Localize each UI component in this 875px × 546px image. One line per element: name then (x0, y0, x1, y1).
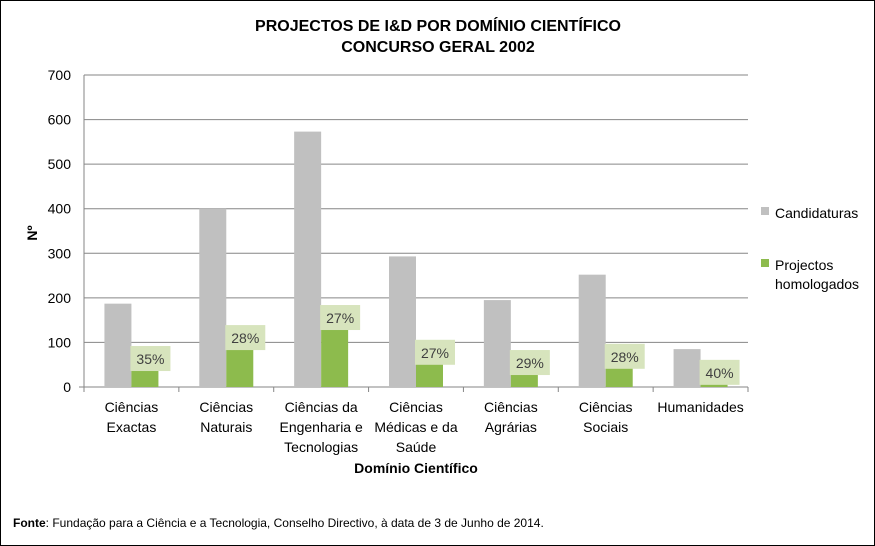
y-tick-label: 200 (48, 290, 72, 306)
y-axis-title: Nº (24, 225, 40, 240)
annotation-box (320, 305, 361, 331)
y-tick-label: 0 (63, 379, 71, 395)
annotation-label: 35% (136, 351, 164, 367)
x-tick-label: Ciências da Engenharia e Tecnologias (279, 399, 363, 455)
annotation-label: 29% (516, 355, 544, 371)
y-tick-label: 300 (48, 245, 72, 261)
y-tick-label: 100 (48, 334, 72, 350)
bar-candidaturas (389, 256, 416, 387)
bar-candidaturas (483, 300, 511, 387)
bar-candidaturas (294, 131, 322, 387)
annotation-box (130, 346, 171, 372)
source-label: Fonte (13, 516, 46, 530)
x-tick-label: Ciências Exactas (105, 399, 159, 435)
source-note: Fonte: Fundação para a Ciência e a Tecno… (13, 516, 544, 530)
annotation-box (604, 343, 645, 369)
bar-chart: PROJECTOS DE I&D POR DOMÍNIO CIENTÍFICO C… (24, 16, 859, 476)
x-tick-label: Ciências Naturais (199, 399, 253, 435)
source-text: : Fundação para a Ciência e a Tecnologia… (45, 516, 544, 530)
x-tick-label: Ciências Agrárias (484, 399, 538, 435)
annotation-label: 27% (326, 310, 354, 326)
bar-candidaturas (578, 274, 606, 387)
legend-label: Candidaturas (775, 205, 858, 221)
annotation-box (699, 359, 740, 385)
x-tick-label: Ciências Sociais (579, 399, 633, 435)
y-tick-label: 700 (48, 67, 72, 83)
bar-candidaturas (199, 208, 227, 387)
x-tick-label: Humanidades (657, 399, 743, 415)
chart-title: PROJECTOS DE I&D POR DOMÍNIO CIENTÍFICO C… (255, 16, 621, 56)
annotation-label: 28% (611, 349, 639, 365)
annotation-box (415, 339, 455, 365)
annotation-label: 40% (706, 365, 734, 381)
y-tick-label: 600 (48, 112, 72, 128)
bar-candidaturas (673, 349, 701, 387)
annotation-label: 28% (231, 330, 259, 346)
annotation-box (509, 350, 550, 376)
annotation-box (225, 325, 266, 351)
legend-label: Projectos homologados (775, 257, 859, 292)
y-tick-label: 500 (48, 156, 72, 172)
x-tick-label: Ciências Médicas e da Saúde (374, 399, 457, 455)
legend-swatch (761, 207, 769, 215)
x-axis-title: Domínio Científico (354, 460, 478, 476)
legend-swatch (761, 259, 769, 267)
y-tick-label: 400 (48, 201, 72, 217)
bar-candidaturas (104, 303, 132, 387)
annotation-label: 27% (421, 345, 449, 361)
